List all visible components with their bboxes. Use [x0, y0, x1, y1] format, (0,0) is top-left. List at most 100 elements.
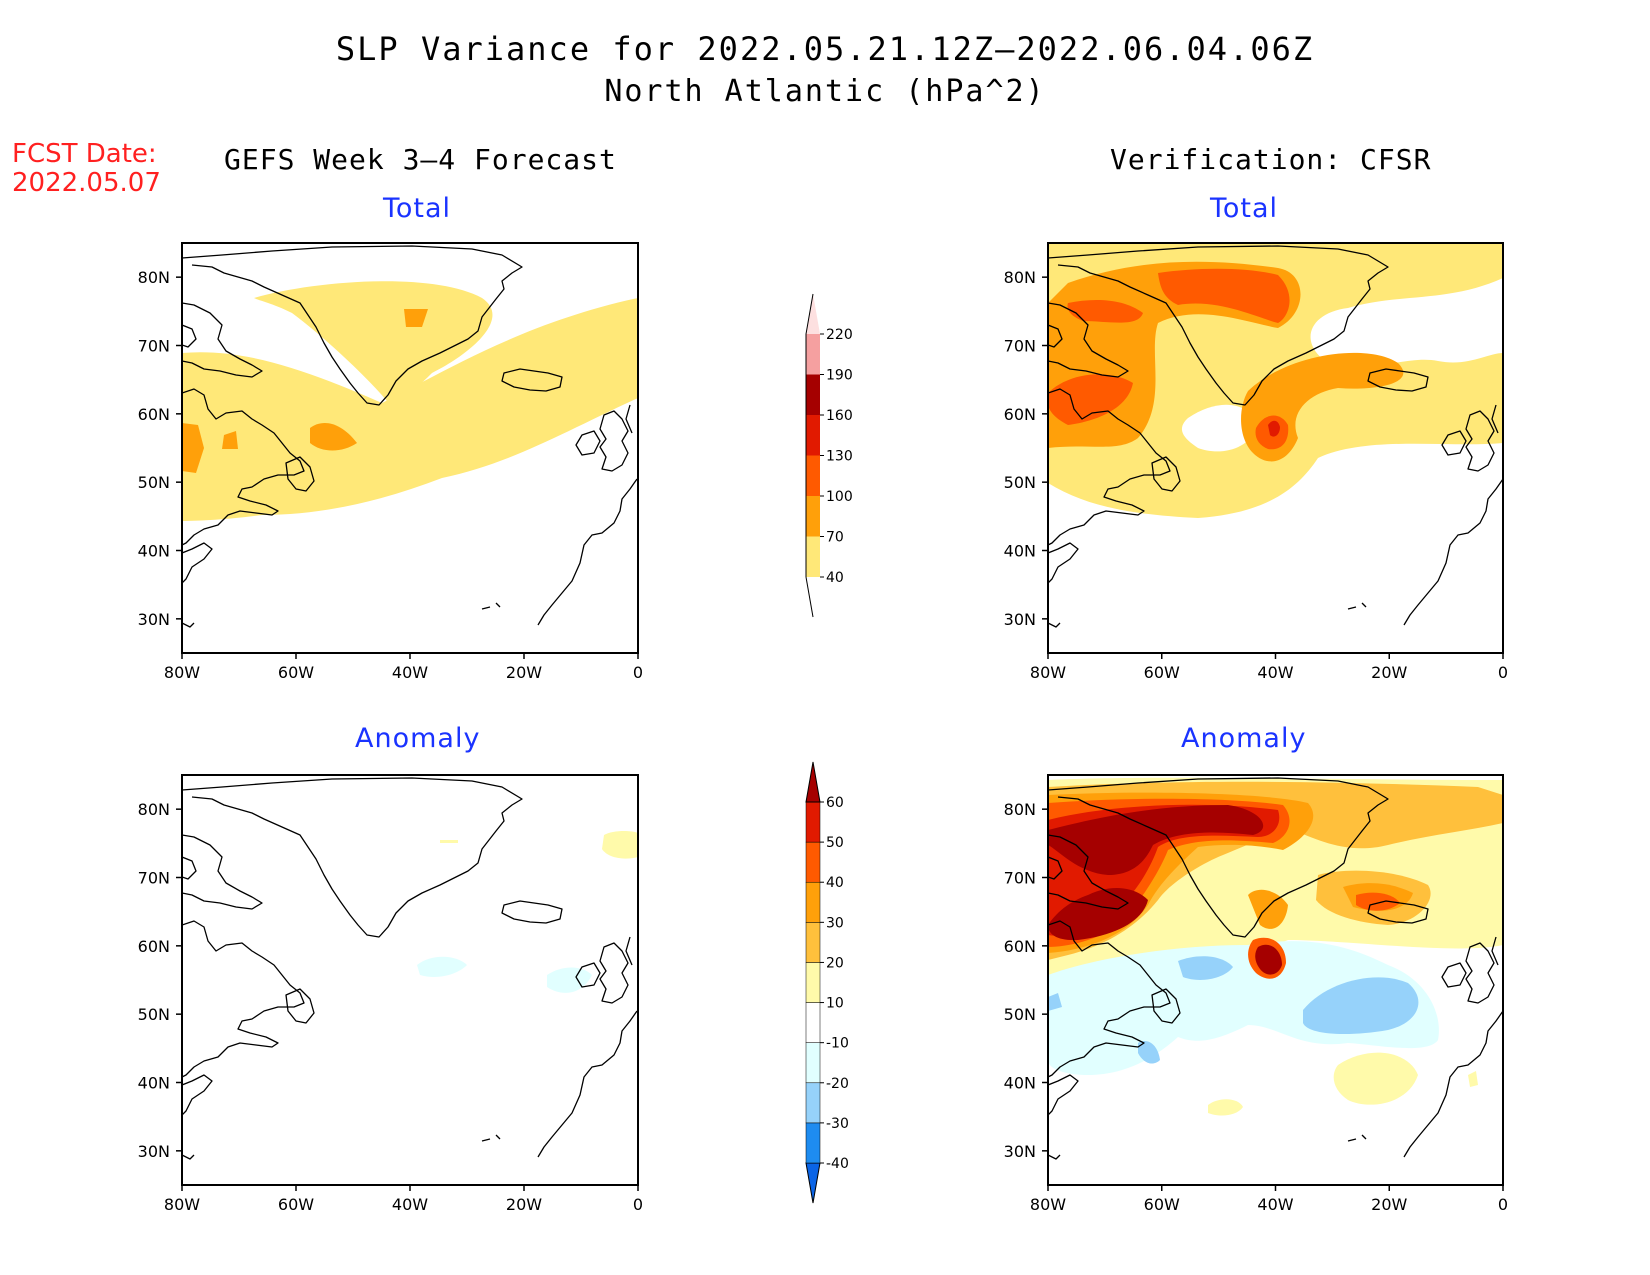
lat-tick-label: 70N [1004, 337, 1036, 356]
colorbar-swatch [806, 374, 820, 415]
fcst-date-value: 2022.05.07 [12, 168, 161, 198]
lon-tick-label: 0 [633, 663, 643, 682]
map-panel-fa: 80N 70N 60N 50N 40N 30N 80W 60W 40W 20W 0 [138, 774, 643, 1214]
lon-tick-label: 40W [1257, 663, 1293, 682]
contour-fill [1138, 1040, 1160, 1064]
lat-tick-label: 50N [1004, 1005, 1036, 1024]
lat-tick-label: 60N [138, 405, 170, 424]
colorbar-label: 160 [826, 408, 853, 424]
lon-tick-label: 40W [392, 1195, 428, 1214]
colorbar-label: 10 [826, 996, 844, 1012]
lat-tick-label: 70N [138, 869, 170, 888]
colorbar-swatch [806, 455, 820, 496]
forecast-anomaly-title: Anomaly [355, 723, 481, 754]
contour-fill [1048, 888, 1148, 941]
lon-tick-label: 80W [164, 663, 200, 682]
colorbar-swatch [805, 1162, 821, 1204]
lat-tick-label: 40N [1004, 1074, 1036, 1093]
colorbar-label: 40 [826, 875, 844, 891]
colorbar-label: 130 [826, 449, 853, 465]
map-title: SLP Variance for 2022.05.21.12Z—2022.06.… [335, 30, 1315, 68]
colorbar-label: -20 [826, 1076, 849, 1092]
lat-tick-label: 30N [1004, 610, 1036, 629]
colorbar-label: -40 [826, 1156, 849, 1172]
contour-fill [1333, 1052, 1418, 1105]
forecast-column-heading: GEFS Week 3—4 Forecast [224, 143, 617, 176]
colorbar-label: 60 [826, 795, 844, 811]
forecast-total-title: Total [383, 193, 452, 224]
lat-tick-label: 40N [1004, 542, 1036, 561]
colorbar-swatch [806, 496, 820, 537]
map-panel-ft: 80N 70N 60N 50N 40N 30N 80W 60W 40W 20W 0 [138, 242, 643, 682]
lon-tick-label: 60W [1144, 663, 1180, 682]
map-subtitle: North Atlantic (hPa^2) [604, 74, 1046, 109]
colorbar-label: 40 [826, 570, 844, 586]
contour-fill [1181, 404, 1258, 452]
colorbar-swatch [805, 841, 821, 883]
contour-fill [310, 422, 357, 451]
contour-fill [1048, 805, 1264, 875]
lat-tick-label: 80N [1004, 800, 1036, 819]
lon-tick-label: 80W [1030, 1195, 1066, 1214]
lat-tick-label: 50N [138, 473, 170, 492]
lon-tick-label: 0 [633, 1195, 643, 1214]
contour-fill [222, 431, 238, 449]
contour-fill [1067, 300, 1143, 323]
lat-tick-label: 60N [1004, 937, 1036, 956]
colorbar-swatch [805, 962, 821, 1003]
contour-fill [1255, 944, 1282, 975]
contour-fill [1468, 1071, 1478, 1087]
contour-fill [1208, 1099, 1243, 1116]
lat-tick-label: 80N [138, 800, 170, 819]
lat-tick-label: 50N [1004, 473, 1036, 492]
contour-fill [404, 309, 428, 327]
lat-tick-label: 70N [1004, 869, 1036, 888]
lat-tick-label: 30N [138, 1142, 170, 1161]
colorbar-outline [805, 576, 814, 618]
contour-fill [1418, 299, 1503, 345]
colorbar-swatch [806, 536, 820, 577]
lon-tick-label: 40W [1257, 1195, 1293, 1214]
colorbar-swatch [805, 1002, 821, 1043]
contour-fill [547, 967, 592, 993]
lon-tick-label: 80W [164, 1195, 200, 1214]
colorbar-swatch [805, 922, 821, 963]
map-panel-vt: 80N 70N 60N 50N 40N 30N 80W 60W 40W 20W 0 [1004, 242, 1508, 682]
contour-fill [1268, 420, 1280, 437]
lon-tick-label: 80W [1030, 663, 1066, 682]
colorbar-label: -10 [826, 1036, 849, 1052]
colorbar-label: 190 [826, 368, 853, 384]
verification-column-heading: Verification: CFSR [1110, 143, 1432, 176]
lon-tick-label: 20W [1371, 663, 1407, 682]
lat-tick-label: 70N [138, 337, 170, 356]
lon-tick-label: 60W [278, 1195, 314, 1214]
colorbar-label: 30 [826, 915, 844, 931]
lat-tick-label: 60N [138, 937, 170, 956]
contour-fill [182, 298, 638, 521]
contour-fill [440, 840, 458, 843]
contour-fill [1178, 956, 1233, 980]
contour-fill [1048, 993, 1062, 1011]
colorbar-swatch [805, 881, 821, 923]
contour-fill [1356, 892, 1400, 911]
colorbar-outline [805, 293, 814, 577]
lat-tick-label: 40N [138, 1074, 170, 1093]
lon-tick-label: 0 [1498, 1195, 1508, 1214]
lat-tick-label: 30N [138, 610, 170, 629]
colorbar-label: 220 [826, 327, 853, 343]
contour-fill [1303, 977, 1419, 1035]
lat-tick-label: 40N [138, 542, 170, 561]
lon-tick-label: 60W [1144, 1195, 1180, 1214]
verification-total-title: Total [1210, 193, 1279, 224]
colorbar-label: 20 [826, 955, 844, 971]
total-colorbar: 40 70 100 130 160 190 220 [805, 293, 853, 618]
colorbar-swatch [805, 1122, 821, 1164]
colorbar-swatch [805, 761, 821, 803]
colorbar-swatch [805, 801, 821, 843]
contour-fill [1158, 268, 1290, 323]
colorbar-label: 50 [826, 835, 844, 851]
colorbar-swatch [805, 1082, 821, 1124]
colorbar-swatch [806, 334, 820, 375]
lon-tick-label: 40W [392, 663, 428, 682]
